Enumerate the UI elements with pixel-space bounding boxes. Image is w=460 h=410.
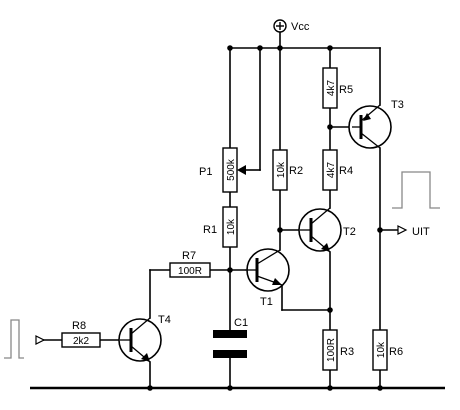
vcc-terminal: Vcc	[273, 19, 310, 33]
transistor-t3: T3	[348, 99, 404, 149]
resistor-r1: 10k R1	[203, 206, 238, 248]
transistor-t1: T1	[245, 248, 290, 308]
t2-ref: T2	[343, 226, 356, 238]
t3-emitter-arrow-icon	[363, 113, 371, 121]
vcc-label: Vcc	[291, 21, 310, 33]
resistor-r7: 100R R7	[169, 250, 211, 278]
r3-ref: R3	[340, 346, 354, 358]
resistor-r2: 10k R2	[272, 149, 303, 191]
resistor-r4: 4k7 R4	[322, 149, 353, 191]
r8-ref: R8	[72, 320, 86, 332]
t4-emitter-arrow-icon	[141, 353, 150, 362]
r2-value: 10k	[276, 161, 287, 178]
transistor-t2: T2	[298, 207, 356, 253]
output-pulse-icon	[392, 171, 440, 209]
t2-emitter-arrow-icon	[321, 243, 330, 252]
r2-ref: R2	[289, 165, 303, 177]
resistor-r3: 100R R3	[322, 329, 354, 371]
input-terminal	[4, 319, 46, 359]
resistor-r8: 2k2 R8	[61, 320, 101, 348]
t1-emitter-arrow-icon	[272, 278, 282, 285]
resistor-r5: 4k7 R5	[322, 67, 353, 109]
r8-value: 2k2	[73, 336, 90, 347]
p1-ref: P1	[199, 166, 212, 178]
junction-dots	[147, 45, 383, 391]
r5-ref: R5	[339, 84, 353, 96]
r4-ref: R4	[339, 165, 353, 177]
r6-ref: R6	[389, 346, 403, 358]
t4-ref: T4	[158, 314, 171, 326]
r1-value: 10k	[226, 218, 237, 235]
output-label: UIT	[412, 226, 430, 238]
r5-value: 4k7	[326, 80, 337, 97]
input-arrow-icon	[35, 335, 46, 345]
output-arrow-icon	[397, 225, 408, 235]
transistor-t4: T4	[118, 314, 171, 363]
capacitor-c1: C1	[213, 317, 248, 358]
p1-value: 500k	[226, 158, 237, 181]
wiper-arrow-icon	[237, 165, 246, 175]
c1-ref: C1	[234, 317, 248, 329]
resistor-r6: 10k R6	[372, 329, 403, 371]
r1-ref: R1	[203, 224, 217, 236]
output-terminal: UIT	[392, 171, 440, 238]
r4-value: 4k7	[326, 162, 337, 179]
r7-ref: R7	[182, 250, 196, 262]
r6-value: 10k	[376, 341, 387, 358]
r7-value: 100R	[178, 266, 202, 277]
r3-value: 100R	[326, 338, 337, 362]
potentiometer-p1: 500k P1	[199, 147, 261, 193]
t1-ref: T1	[260, 296, 273, 308]
t3-ref: T3	[391, 99, 404, 111]
input-pulse-icon	[4, 319, 24, 359]
